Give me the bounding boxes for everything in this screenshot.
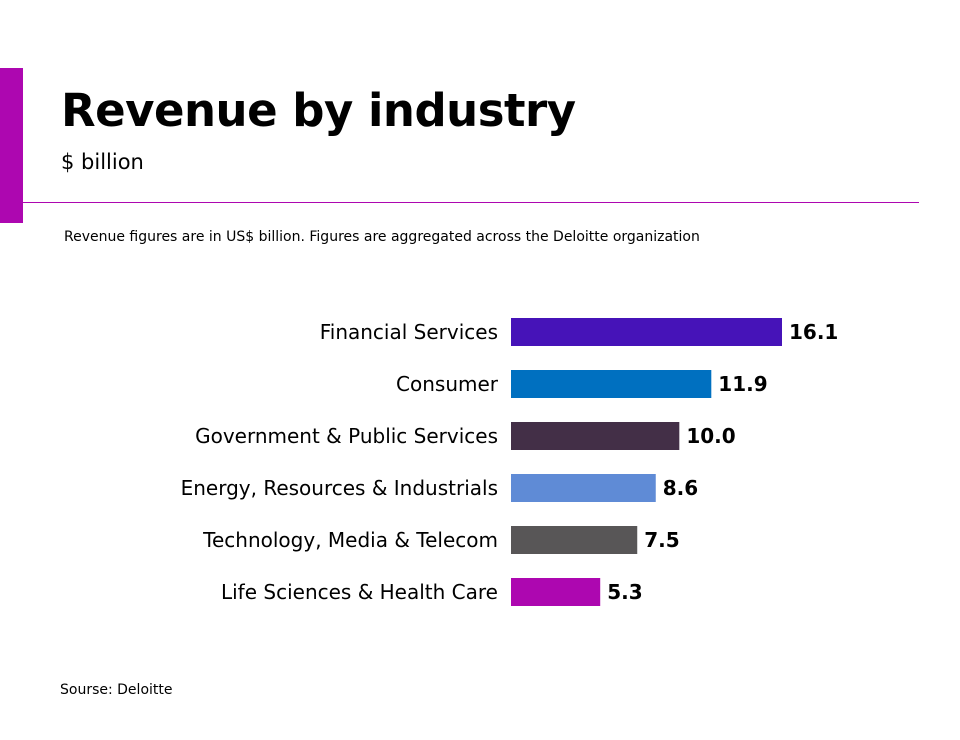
value-label: 16.1 <box>789 320 838 344</box>
header-divider <box>23 202 919 203</box>
category-label: Consumer <box>396 372 499 396</box>
category-label: Government & Public Services <box>195 424 498 448</box>
value-label: 10.0 <box>686 424 735 448</box>
chart-note: Revenue figures are in US$ billion. Figu… <box>64 229 700 245</box>
source-note: Sourse: Deloitte <box>60 682 173 698</box>
value-label: 8.6 <box>663 476 698 500</box>
category-label: Energy, Resources & Industrials <box>181 476 498 500</box>
bar-2 <box>511 422 680 450</box>
bar-1 <box>511 370 712 398</box>
category-label: Financial Services <box>320 320 498 344</box>
bar-0 <box>511 318 782 346</box>
chart-title: Revenue by industry <box>61 84 576 137</box>
category-label: Life Sciences & Health Care <box>221 580 498 604</box>
value-label: 7.5 <box>644 528 679 552</box>
value-label: 5.3 <box>607 580 642 604</box>
bar-3 <box>511 474 656 502</box>
chart-subtitle: $ billion <box>61 150 144 174</box>
bar-4 <box>511 526 638 554</box>
bar-5 <box>511 578 601 606</box>
category-label: Technology, Media & Telecom <box>202 528 498 552</box>
accent-bar <box>0 68 23 223</box>
value-label: 11.9 <box>718 372 767 396</box>
